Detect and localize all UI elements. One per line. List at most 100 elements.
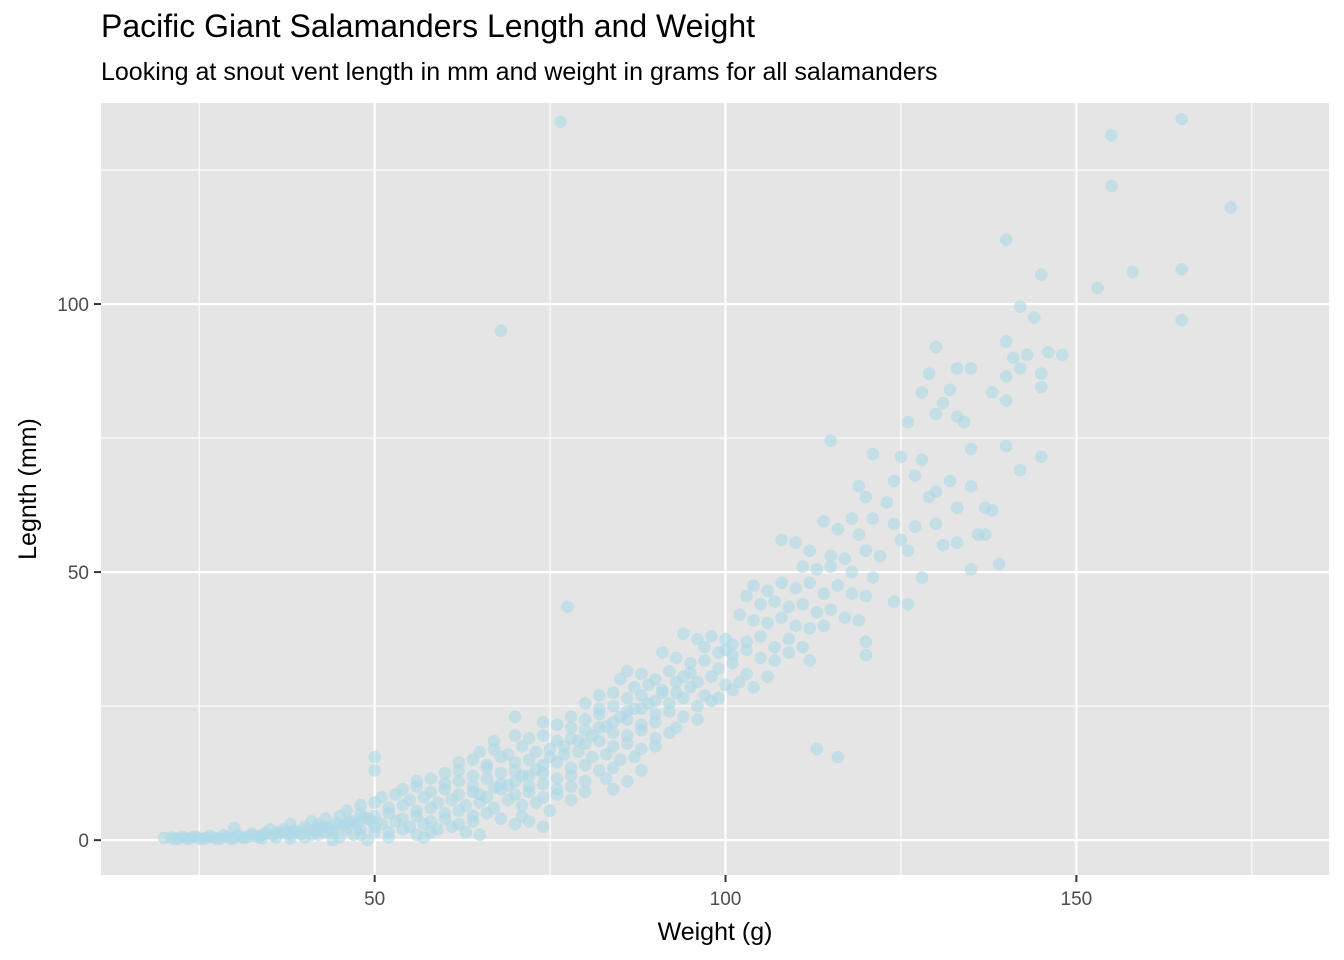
data-point xyxy=(515,740,529,753)
data-point xyxy=(599,772,613,785)
data-point xyxy=(571,734,585,748)
data-point xyxy=(915,453,929,466)
data-point xyxy=(508,710,522,724)
data-point xyxy=(824,434,838,448)
data-point xyxy=(445,793,459,807)
data-point xyxy=(613,710,627,724)
data-point xyxy=(543,804,557,817)
data-point xyxy=(1006,351,1020,364)
data-point xyxy=(929,407,943,421)
data-point xyxy=(557,740,571,753)
data-point xyxy=(536,777,550,791)
data-point xyxy=(887,517,901,531)
data-point xyxy=(761,584,774,598)
data-point xyxy=(859,648,873,662)
data-point xyxy=(761,616,774,630)
data-point xyxy=(522,753,536,767)
data-point xyxy=(768,654,781,667)
data-point xyxy=(887,474,901,488)
data-point xyxy=(691,713,704,726)
data-point xyxy=(368,796,381,809)
data-point xyxy=(768,595,781,608)
data-point xyxy=(775,576,788,590)
data-point xyxy=(635,723,648,737)
data-point xyxy=(936,396,950,410)
x-tick-label: 100 xyxy=(710,889,742,910)
data-point xyxy=(368,764,381,777)
data-point xyxy=(824,549,838,563)
data-point xyxy=(628,702,641,716)
data-point xyxy=(1175,313,1188,327)
data-point xyxy=(838,611,852,624)
data-point xyxy=(578,697,592,710)
data-point xyxy=(817,619,831,633)
data-point xyxy=(424,801,438,815)
data-point xyxy=(719,643,732,657)
data-point xyxy=(677,627,690,641)
data-point xyxy=(796,640,810,654)
data-point xyxy=(361,833,374,847)
data-point xyxy=(775,533,788,547)
data-point xyxy=(789,581,802,595)
data-point xyxy=(1105,179,1118,193)
data-point xyxy=(1034,450,1048,464)
data-point xyxy=(726,656,739,670)
data-point xyxy=(438,766,452,780)
data-point xyxy=(677,710,690,724)
data-point xyxy=(866,512,880,525)
data-point xyxy=(396,799,410,812)
data-point xyxy=(606,761,620,775)
data-point xyxy=(964,480,978,493)
data-point xyxy=(326,833,339,847)
data-point xyxy=(950,536,964,549)
y-tick-label: 100 xyxy=(57,295,89,316)
data-point xyxy=(424,772,438,785)
data-point xyxy=(635,764,648,777)
data-point xyxy=(915,571,929,584)
data-point xyxy=(628,750,641,764)
data-point xyxy=(466,769,480,783)
data-point xyxy=(852,614,866,627)
x-tick-label: 50 xyxy=(364,889,385,910)
data-point xyxy=(599,748,613,761)
y-axis-title: Legnth (mm) xyxy=(14,418,42,560)
data-point xyxy=(1020,348,1034,362)
data-point xyxy=(831,522,845,536)
data-point xyxy=(873,549,887,563)
data-point xyxy=(698,654,711,667)
data-point xyxy=(705,630,718,643)
data-point xyxy=(1105,128,1118,142)
data-point xyxy=(480,761,494,775)
data-point xyxy=(649,715,662,729)
data-point xyxy=(677,691,690,705)
data-point xyxy=(620,737,634,750)
data-point xyxy=(382,831,396,844)
data-point xyxy=(1034,380,1048,394)
data-point xyxy=(684,681,697,694)
data-point xyxy=(782,600,795,614)
data-point xyxy=(536,715,550,729)
data-point xyxy=(494,812,508,826)
data-point xyxy=(859,490,873,504)
data-point xyxy=(999,394,1013,407)
data-point xyxy=(564,721,578,734)
data-point xyxy=(473,788,487,801)
data-point xyxy=(284,817,297,831)
data-point xyxy=(985,386,999,399)
data-point xyxy=(978,528,992,541)
data-point xyxy=(522,815,536,828)
data-point xyxy=(866,571,880,584)
data-point xyxy=(536,820,550,834)
data-point xyxy=(810,563,824,576)
data-point xyxy=(592,689,606,702)
data-point xyxy=(908,469,922,482)
data-point xyxy=(656,686,669,700)
data-point xyxy=(929,340,943,354)
data-point xyxy=(999,370,1013,383)
data-point xyxy=(620,691,634,705)
data-point xyxy=(1126,265,1139,279)
data-point xyxy=(705,694,718,708)
data-point xyxy=(368,750,381,764)
data-point xyxy=(347,828,360,842)
